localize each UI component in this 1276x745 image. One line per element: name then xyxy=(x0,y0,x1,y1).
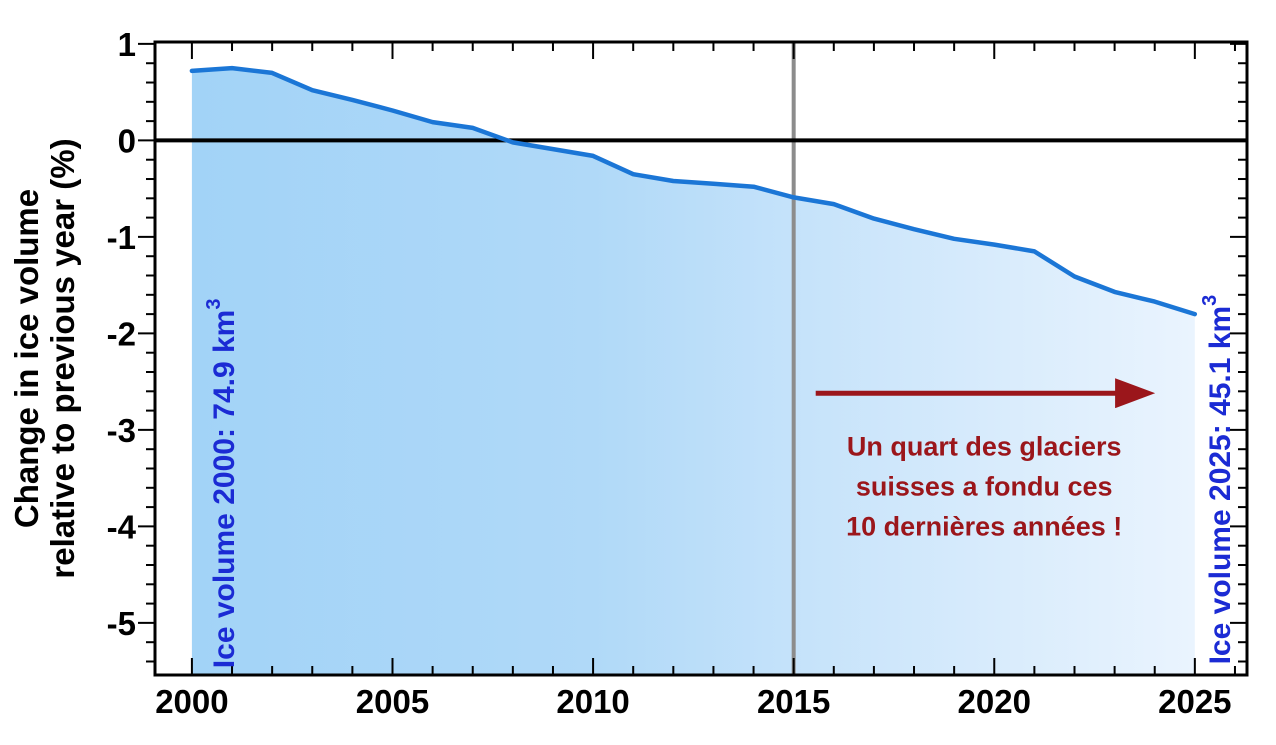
y-tick-label: -2 xyxy=(107,315,136,352)
x-tick-label: 2000 xyxy=(155,683,228,720)
melt-note-line: suisses a fondu ces xyxy=(856,471,1113,501)
y-tick-label: -3 xyxy=(107,412,136,449)
plot-frame xyxy=(153,40,1249,677)
ice-volume-2025-label-text: Ice volume 2025: 45.1 km xyxy=(1204,306,1237,665)
y-tick-label: 0 xyxy=(118,122,136,159)
y-axis-title-line: Change in ice volume xyxy=(8,189,45,528)
ice-volume-2000-label-text: Ice volume 2000: 74.9 km xyxy=(208,310,241,669)
melt-note-line: 10 dernières années ! xyxy=(846,511,1122,541)
melt-note-line: Un quart des glaciers xyxy=(847,431,1122,461)
ice-volume-area-fill xyxy=(191,68,1195,676)
x-tick-label: 2025 xyxy=(1158,683,1231,720)
ice-volume-trend-line xyxy=(189,65,1198,317)
ice-volume-2000-label-superscript: 3 xyxy=(203,299,225,310)
x-tick-label: 2015 xyxy=(757,683,830,720)
ice-volume-2025-label: Ice volume 2025: 45.1 km3 xyxy=(1199,295,1237,665)
y-tick-label: 1 xyxy=(118,26,136,63)
x-tick-label: 2020 xyxy=(958,683,1031,720)
y-tick-label: -5 xyxy=(107,605,136,642)
y-tick-label: -1 xyxy=(107,219,136,256)
x-tick-label: 2005 xyxy=(356,683,429,720)
ice-volume-2000-label: Ice volume 2000: 74.9 km3 xyxy=(203,299,241,669)
y-tick-label: -4 xyxy=(107,508,137,545)
y-axis-title-line: relative to previous year (%) xyxy=(44,138,81,578)
ice-volume-2025-label-superscript: 3 xyxy=(1199,295,1221,306)
x-tick-label: 2010 xyxy=(556,683,629,720)
